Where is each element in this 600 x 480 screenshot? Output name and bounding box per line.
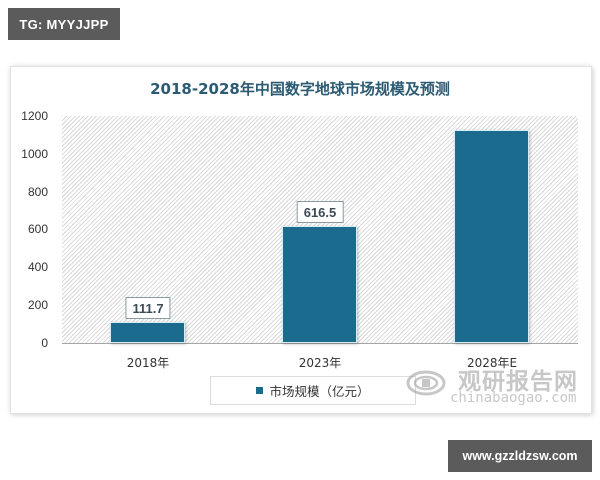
y-tick-1000: 1000 — [21, 147, 48, 161]
data-label-2018: 111.7 — [125, 297, 171, 319]
legend-swatch — [256, 387, 264, 394]
chart-title: 2018-2028年中国数字地球市场规模及预测 — [150, 80, 450, 98]
top-watermark-tag: TG: MYYJJPP — [8, 8, 120, 40]
data-label-2023: 616.5 — [296, 201, 344, 223]
y-tick-400: 400 — [27, 260, 48, 274]
bottom-watermark-tag: www.gzzldzsw.com — [448, 440, 592, 472]
x-tick-2028e: 2028年E — [466, 356, 518, 370]
bar-2018 — [110, 322, 185, 343]
x-axis-line — [62, 343, 578, 344]
y-tick-0: 0 — [41, 336, 48, 350]
x-tick-2018: 2018年 — [126, 356, 170, 370]
bar-2023 — [282, 226, 357, 343]
legend: 市场规模（亿元） — [210, 376, 416, 405]
bar-2028e — [454, 130, 529, 343]
y-tick-1200: 1200 — [21, 109, 48, 123]
y-tick-600: 600 — [27, 222, 48, 236]
y-tick-200: 200 — [27, 298, 48, 312]
x-tick-2023: 2023年 — [298, 356, 342, 370]
y-tick-800: 800 — [27, 185, 48, 199]
legend-label: 市场规模（亿元） — [269, 384, 370, 399]
